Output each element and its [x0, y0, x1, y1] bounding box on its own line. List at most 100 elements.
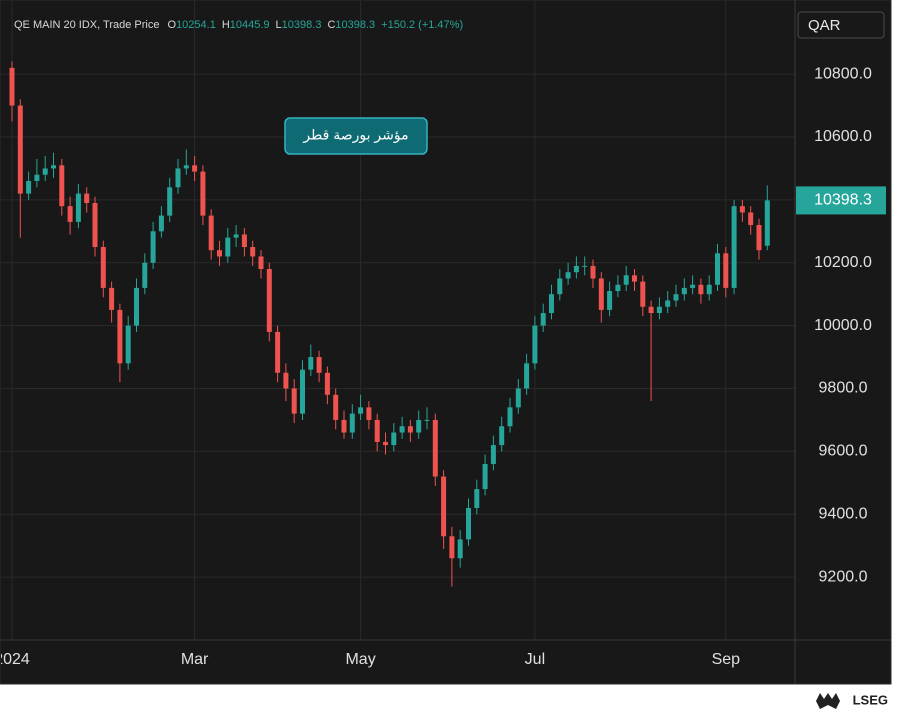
candle-body [150, 231, 156, 263]
candle-body [698, 284, 704, 295]
candle-body [175, 168, 181, 188]
candle-body [449, 536, 455, 559]
candle-body [349, 413, 355, 433]
currency-box[interactable] [797, 11, 885, 39]
candle-body [499, 426, 505, 446]
candle-body [731, 206, 737, 288]
candle-body [482, 463, 488, 490]
legend-header: QE MAIN 20 IDX, Trade Price O10254.1 H1044… [14, 19, 463, 31]
candle-body [233, 234, 239, 238]
candle-body [59, 165, 65, 207]
candle-body [764, 200, 770, 246]
candle-body [84, 193, 90, 204]
candle-body [582, 265, 588, 267]
candle-body [416, 419, 422, 433]
field-value: 10398.3 [282, 19, 322, 31]
candle-body [258, 256, 264, 270]
candle-body [217, 250, 222, 257]
candle-body [507, 407, 513, 427]
candle-body [200, 171, 206, 216]
y-tick-label: 9600.0 [819, 443, 868, 460]
y-tick-label: 9800.0 [819, 380, 868, 397]
y-tick-label: 9400.0 [819, 505, 868, 522]
x-tick-label: Jul [525, 651, 545, 668]
candle-body [466, 507, 471, 540]
candle-body [474, 489, 480, 508]
currency[interactable]: QAR [808, 17, 841, 34]
candle-body [100, 247, 106, 288]
field-value: 10398.3 [335, 19, 375, 31]
candle-body [573, 265, 579, 273]
candle-body [490, 445, 496, 464]
last-price-label: 10398.3 [814, 192, 872, 209]
candle-body [109, 287, 115, 310]
candle-body [715, 253, 720, 285]
candle-body [358, 407, 364, 414]
candle-body [656, 306, 662, 314]
candle-body [549, 294, 554, 314]
y-tick-label: 9200.0 [819, 568, 868, 585]
candle-body [42, 168, 48, 175]
annotation: مؤشر بورصة قطر [302, 127, 408, 144]
candle-body [432, 419, 438, 477]
candle-body [383, 441, 388, 446]
x-tick-label: Sep [712, 651, 741, 668]
x-tick-label: 2024 [0, 651, 30, 668]
candle-body [532, 325, 538, 364]
candle-body [291, 388, 297, 414]
candle-body [67, 206, 73, 222]
candle-body [565, 272, 571, 279]
candle-body [225, 237, 231, 257]
candle-body [640, 281, 646, 307]
candle-body [142, 262, 148, 288]
candle-body [756, 225, 762, 251]
candle-body [300, 369, 305, 414]
candle-body [333, 394, 339, 420]
candle-body [275, 331, 281, 373]
candle-body [648, 306, 654, 314]
candle-body [34, 174, 40, 182]
candle-body [283, 372, 289, 389]
candle-body [706, 284, 712, 295]
field-value: 10445.9 [230, 19, 270, 31]
footer-brand: LSEG [853, 692, 888, 707]
last-price-box [796, 186, 886, 215]
candle-body [665, 300, 671, 307]
candle-body [92, 203, 98, 248]
candle-body [324, 372, 330, 395]
candle-body [615, 284, 621, 292]
y-tick-label: 10800.0 [814, 65, 872, 82]
candle-body [266, 269, 272, 332]
candle-body [690, 284, 696, 288]
candle-body [51, 165, 56, 169]
x-tick-label: Mar [181, 651, 209, 668]
y-tick-label: 10000.0 [814, 317, 872, 334]
brand-icon [816, 693, 840, 709]
candle-body [632, 275, 637, 282]
candle-body [167, 187, 173, 216]
candle-body [125, 325, 131, 364]
candle-body [17, 105, 23, 194]
annotation-box [284, 117, 428, 155]
candle-body [557, 278, 563, 295]
field-value: 10254.1 [176, 19, 216, 31]
candle-body [598, 278, 604, 310]
candle-body [590, 265, 596, 279]
field-label: H [222, 19, 230, 31]
candle-body [723, 253, 729, 288]
candle-body [117, 309, 123, 364]
candle-body [407, 426, 413, 433]
candle-body [457, 539, 463, 559]
candle-body [26, 181, 32, 194]
candle-body [341, 419, 347, 433]
candle-body [316, 357, 322, 373]
symbol: QE MAIN 20 IDX, Trade Price [14, 19, 160, 31]
change: +150.2 (+1.47%) [381, 19, 463, 31]
candle-body [158, 215, 164, 232]
field-label: L [276, 19, 282, 31]
candle-body [673, 294, 679, 301]
candle-body [366, 407, 372, 420]
candle-body [748, 212, 754, 226]
chart-frame [0, 0, 892, 685]
